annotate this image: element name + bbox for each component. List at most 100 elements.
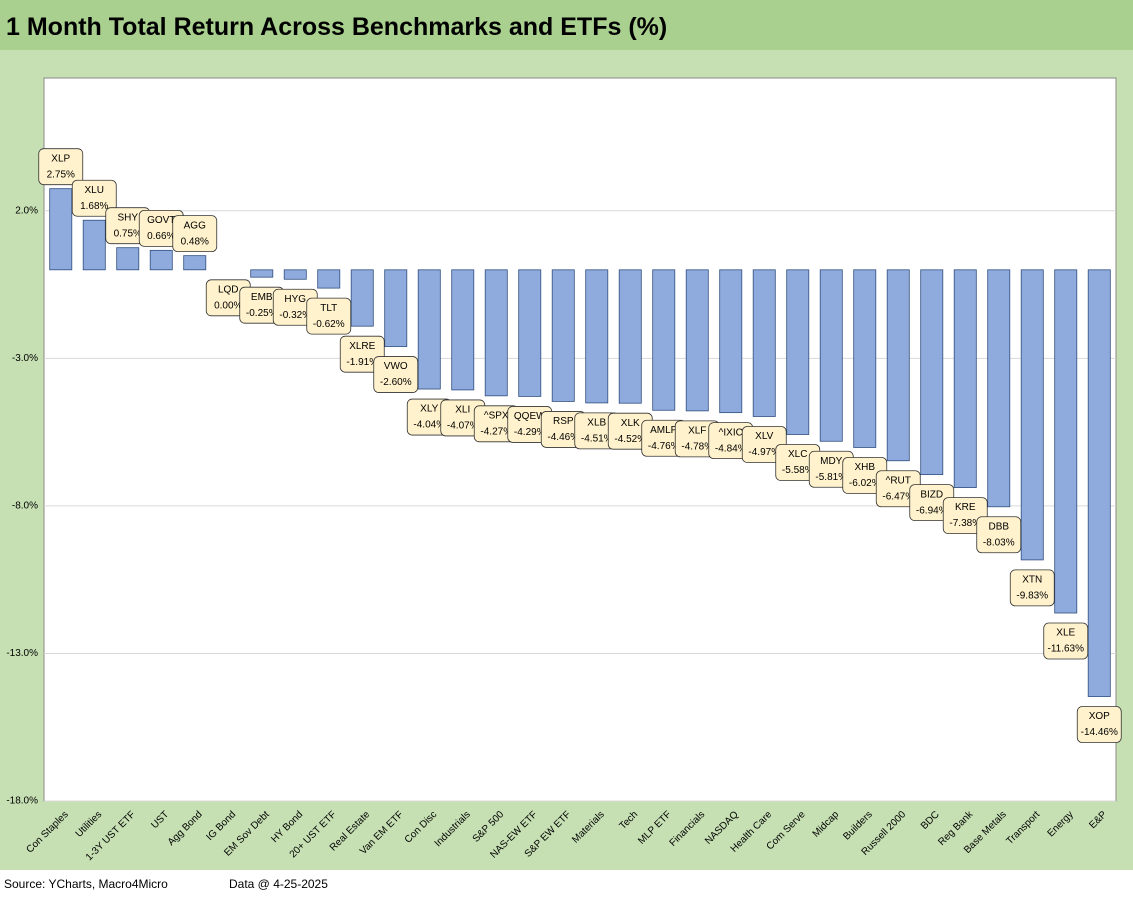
data-label-ticker: BIZD xyxy=(920,489,943,500)
data-label-box xyxy=(172,215,218,253)
data-label-box xyxy=(71,179,117,217)
data-label-value: -4.04% xyxy=(413,420,445,431)
data-label-value: -0.25% xyxy=(246,308,278,319)
data-label: LQD 0.00% xyxy=(205,279,251,317)
bar xyxy=(618,269,642,404)
data-label-ticker: XLE xyxy=(1056,628,1075,639)
data-label: XLB -4.51% xyxy=(574,412,620,450)
data-label-ticker: LQD xyxy=(218,284,239,295)
bar xyxy=(953,269,977,489)
bar xyxy=(652,269,676,411)
bar xyxy=(752,269,776,417)
data-label: XLU 1.68% xyxy=(71,179,117,217)
bar xyxy=(250,269,274,278)
data-label-box xyxy=(1043,622,1089,660)
data-label: KRE -7.38% xyxy=(942,497,988,535)
data-label-value: -11.63% xyxy=(1047,644,1084,655)
y-tick-label: 2.0% xyxy=(15,205,38,216)
data-label-value: 0.00% xyxy=(214,300,242,311)
bar xyxy=(1054,269,1078,614)
bar xyxy=(49,188,73,271)
data-label: RSP -4.46% xyxy=(540,411,586,448)
bar xyxy=(786,269,810,435)
data-label: EMB -0.25% xyxy=(239,286,285,324)
title-band xyxy=(0,0,1133,50)
data-label: XTN -9.83% xyxy=(1009,569,1055,607)
data-label-ticker: QQEW xyxy=(514,411,546,422)
data-label-value: -6.47% xyxy=(882,491,914,502)
data-label: XLE -11.63% xyxy=(1043,622,1089,660)
data-label: AGG 0.48% xyxy=(172,215,218,253)
data-label-value: -0.62% xyxy=(313,319,345,330)
data-label-value: -4.51% xyxy=(581,434,613,445)
data-label-box xyxy=(1076,706,1122,743)
data-label-ticker: XHB xyxy=(854,462,875,473)
data-label-ticker: XLU xyxy=(85,185,104,196)
data-label-box xyxy=(38,148,84,186)
bar xyxy=(853,269,877,448)
data-label-value: -7.38% xyxy=(949,518,981,529)
bar xyxy=(819,269,843,442)
data-label: XLV -4.97% xyxy=(741,426,787,463)
data-label: XOP -14.46% xyxy=(1076,706,1122,743)
data-label-value: -6.02% xyxy=(849,478,881,489)
footer xyxy=(0,870,1133,900)
data-label: XLRE -1.91% xyxy=(339,335,385,373)
data-label-ticker: ^SPX xyxy=(484,410,509,421)
data-label-value: -4.07% xyxy=(447,421,479,432)
bar xyxy=(384,269,408,347)
data-label-ticker: GOVT xyxy=(147,215,175,226)
data-label-ticker: XLF xyxy=(688,426,706,437)
bar xyxy=(116,247,140,271)
bar xyxy=(417,269,441,390)
source: Source: YCharts, Macro4Micro xyxy=(4,877,168,891)
data-label-box xyxy=(976,516,1022,554)
bar xyxy=(685,269,709,412)
bar xyxy=(987,269,1011,508)
data-label: VWO -2.60% xyxy=(373,356,419,393)
data-label-ticker: KRE xyxy=(955,502,976,513)
data-label-ticker: AGG xyxy=(184,220,206,231)
data-label-value: -5.81% xyxy=(815,472,847,483)
bar xyxy=(183,255,207,271)
y-tick-label: -18.0% xyxy=(6,796,38,807)
data-label-value: -2.60% xyxy=(380,377,412,388)
bar xyxy=(719,269,743,414)
data-label-ticker: SHY xyxy=(117,212,138,223)
data-label-ticker: XLK xyxy=(621,418,640,429)
data-label-ticker: XTN xyxy=(1022,575,1042,586)
data-label-value: 2.75% xyxy=(47,169,75,180)
bar xyxy=(149,249,173,271)
data-label-ticker: ^IXIC xyxy=(719,427,743,438)
data-label-ticker: XLI xyxy=(455,405,470,416)
data-label: TLT -0.62% xyxy=(306,297,352,335)
data-label-value: -9.83% xyxy=(1016,591,1048,602)
y-tick-label: -3.0% xyxy=(12,353,38,364)
data-label: SHY 0.75% xyxy=(105,207,151,245)
data-label-ticker: DBB xyxy=(988,521,1009,532)
y-tick-label: -8.0% xyxy=(12,501,38,512)
data-label-value: -4.84% xyxy=(715,443,747,454)
data-label-ticker: ^RUT xyxy=(886,475,911,486)
data-label-ticker: XLY xyxy=(420,404,438,415)
bar xyxy=(451,269,475,391)
data-label-value: 1.68% xyxy=(80,201,108,212)
data-label-value: 0.75% xyxy=(114,228,142,239)
chart-title: 1 Month Total Return Across Benchmarks a… xyxy=(6,13,667,41)
bar xyxy=(585,269,609,404)
data-label: ^RUT -6.47% xyxy=(875,470,921,508)
data-label-value: -4.52% xyxy=(614,434,646,445)
bar xyxy=(283,269,307,280)
data-label-ticker: VWO xyxy=(384,361,408,372)
bar xyxy=(350,269,374,327)
data-label: AMLP -4.76% xyxy=(641,419,687,457)
data-label-ticker: XLB xyxy=(587,418,606,429)
data-label-value: -4.97% xyxy=(748,447,780,458)
data-label-value: -1.91% xyxy=(346,357,378,368)
data-label-value: -4.76% xyxy=(648,441,680,452)
data-label-ticker: XLRE xyxy=(349,341,375,352)
data-label-value: 0.48% xyxy=(181,236,209,247)
data-label-value: -8.03% xyxy=(983,537,1015,548)
data-label: BIZD -6.94% xyxy=(909,484,955,522)
